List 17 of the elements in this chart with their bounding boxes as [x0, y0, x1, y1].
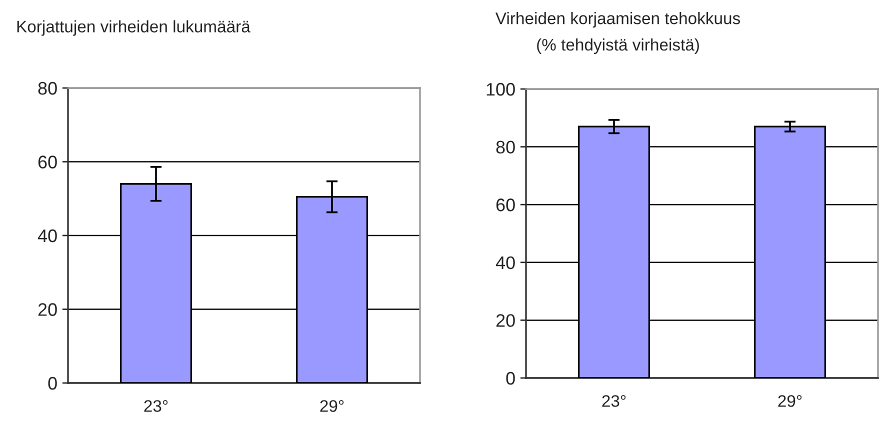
chart-title: Korjattujen virheiden lukumäärä: [17, 20, 250, 36]
y-tick-label: 60: [496, 198, 515, 212]
x-tick-label: 29°: [320, 400, 344, 412]
y-tick-label: 0: [48, 376, 57, 390]
x-tick-label: 23°: [144, 400, 168, 412]
y-tick-label: 40: [38, 229, 57, 242]
chart-title: Virheiden korjaamisen tehokkuus (% tehdyistä virheistä): [495, 12, 740, 54]
y-tick-label: 20: [496, 314, 515, 327]
y-tick-label: 0: [506, 372, 515, 385]
y-tick-label: 40: [496, 256, 515, 270]
x-tick-label: 23°: [602, 395, 626, 407]
y-tick-label: 60: [38, 156, 57, 168]
y-tick-label: 100: [486, 82, 515, 96]
y-tick-label: 80: [38, 82, 57, 95]
y-tick-label: 20: [38, 303, 57, 316]
y-tick-label: 80: [496, 140, 515, 154]
x-tick-label: 29°: [778, 395, 802, 407]
